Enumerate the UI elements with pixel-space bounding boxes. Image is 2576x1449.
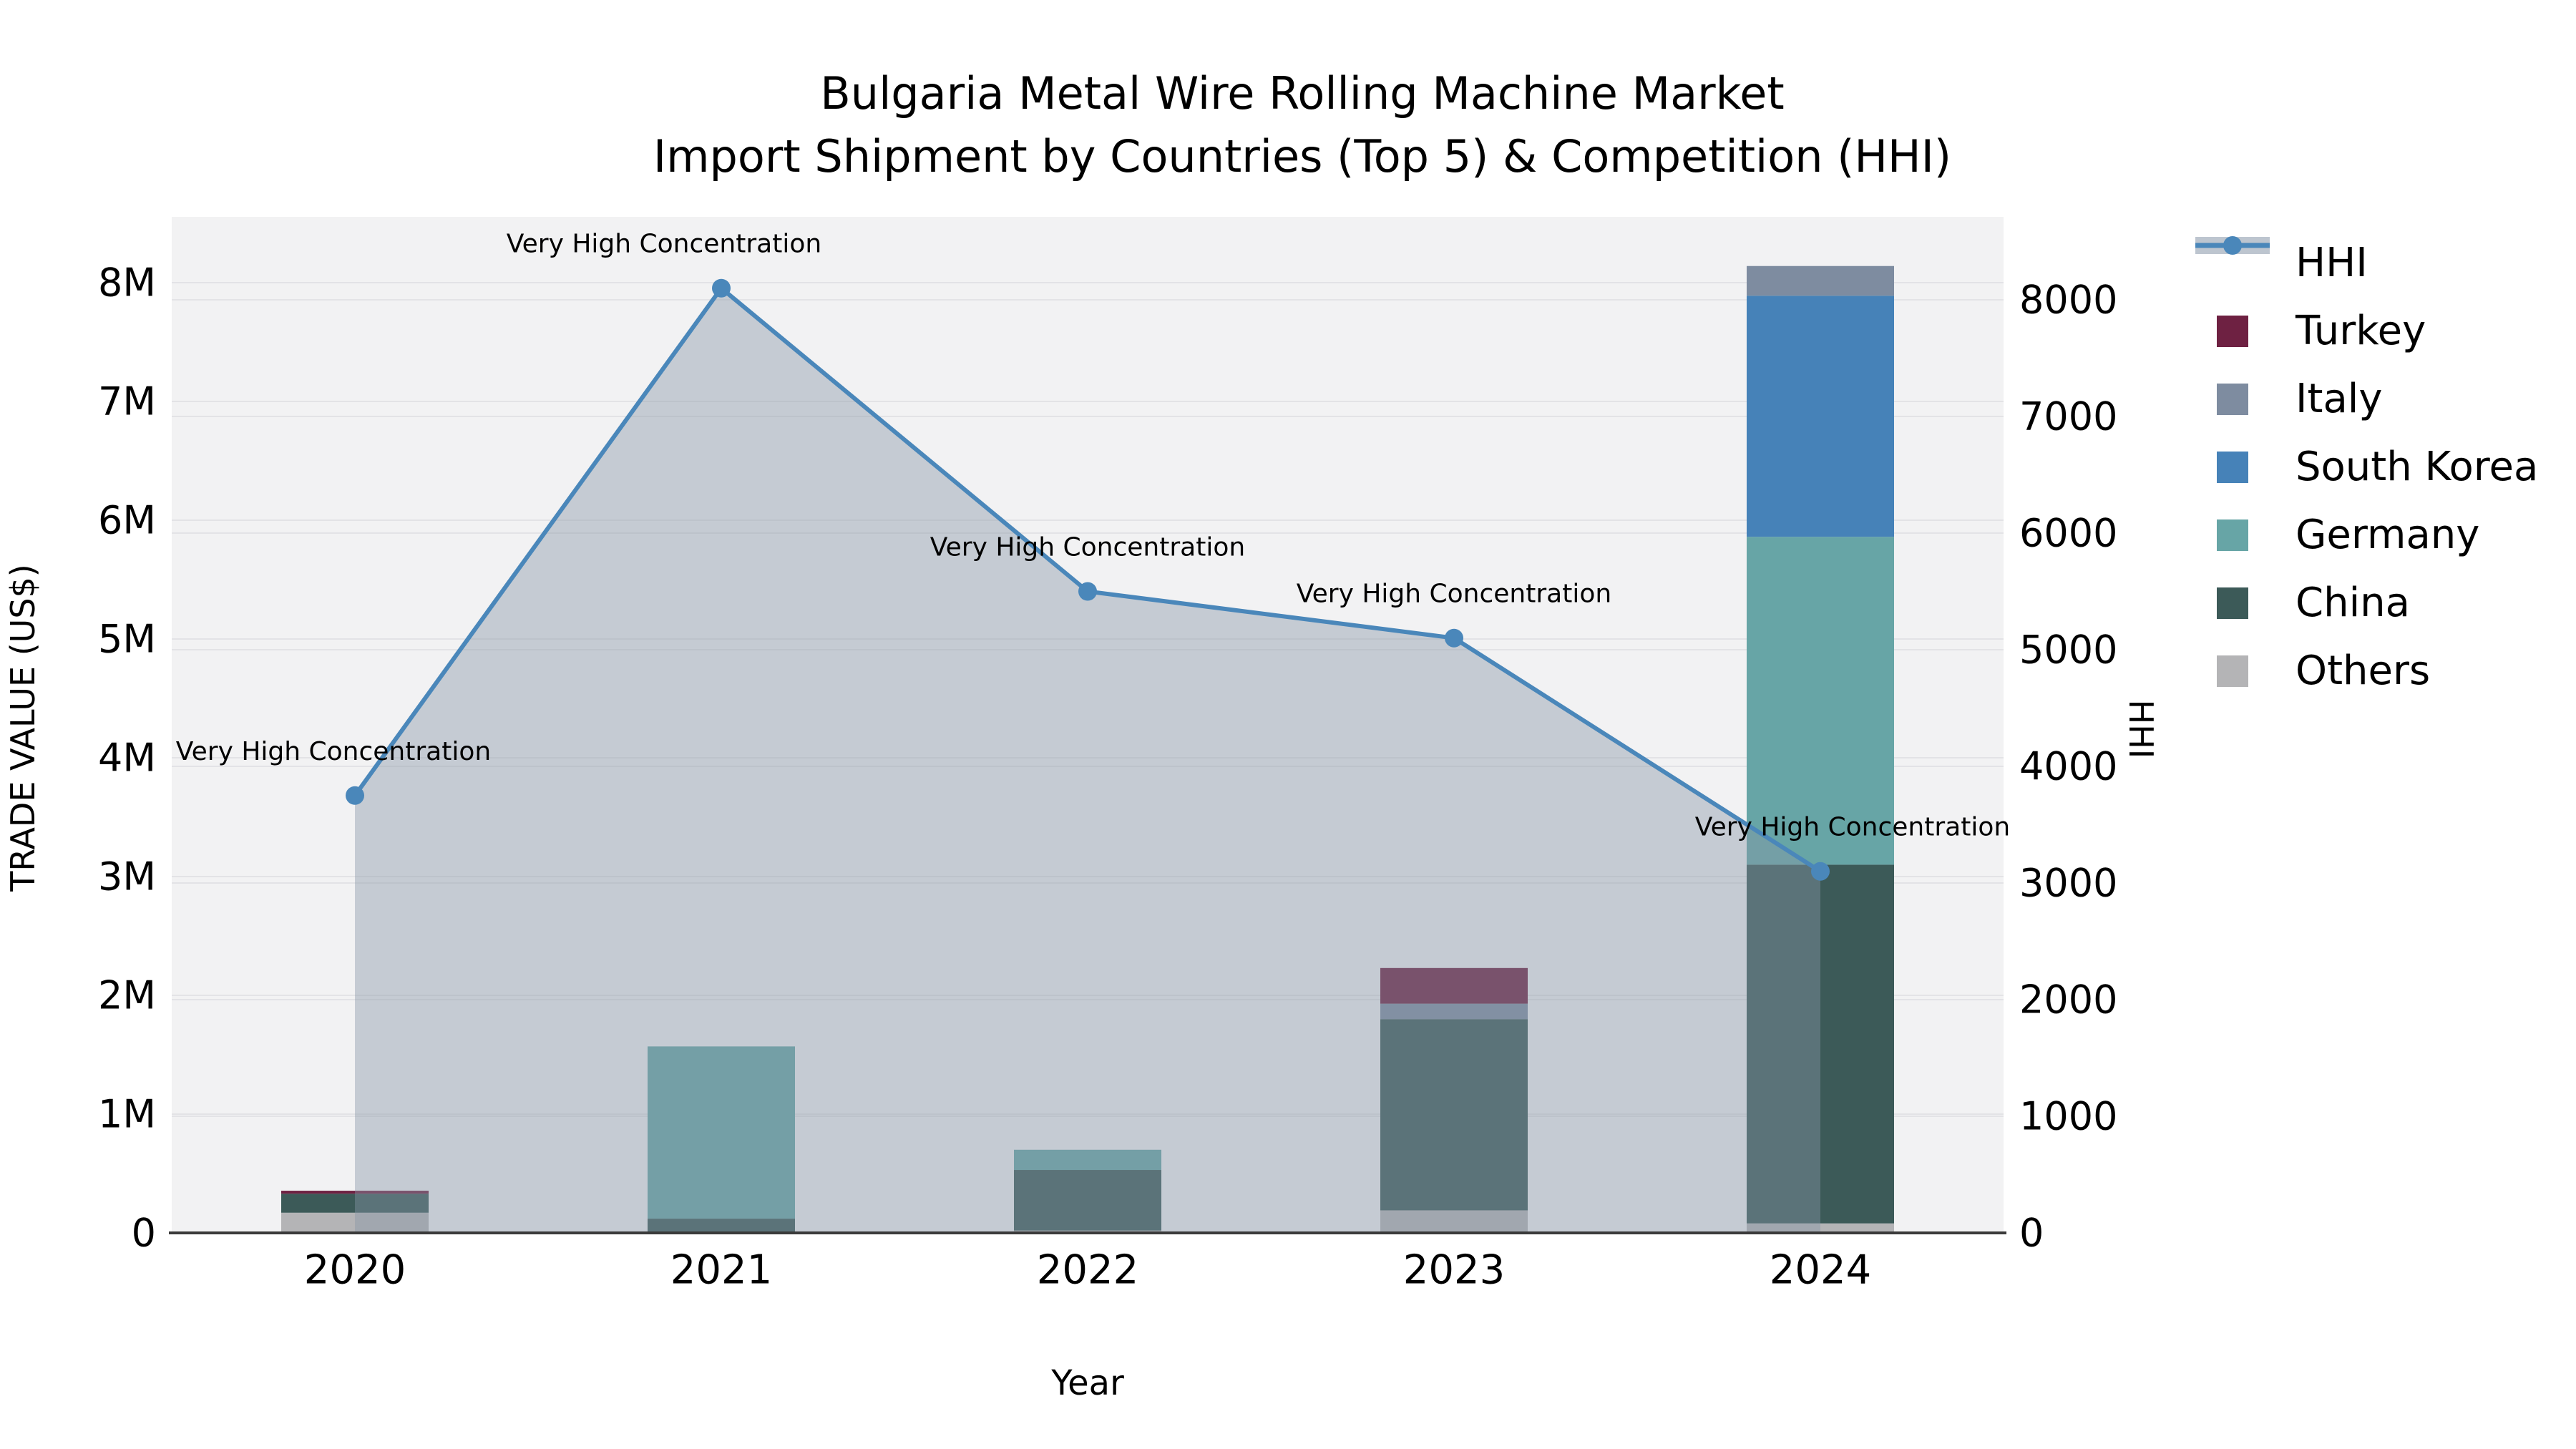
- bar-segment-others-2024: [1747, 1223, 1894, 1233]
- bar-segment-germany-2024: [1747, 537, 1894, 865]
- right-axis-tick: 8000: [2019, 278, 2117, 323]
- legend-label: China: [2296, 580, 2410, 626]
- x-axis-tick: 2023: [1403, 1247, 1506, 1294]
- south-korea-swatch-icon: [2195, 451, 2270, 483]
- plot-area: [172, 217, 2004, 1233]
- hhi-marker-2022: [1078, 582, 1097, 601]
- legend-item-others: Others: [2195, 637, 2538, 705]
- bar-segment-china-2021: [648, 1219, 795, 1233]
- bar-segment-italy-2023: [1380, 1003, 1528, 1020]
- legend-item-south-korea: South Korea: [2195, 433, 2538, 501]
- left-axis-tick: 7M: [98, 379, 156, 424]
- bar-segment-china-2023: [1380, 1019, 1528, 1211]
- chart-title-line1: Bulgaria Metal Wire Rolling Machine Mark…: [820, 67, 1785, 119]
- chart-title-line2: Import Shipment by Countries (Top 5) & C…: [653, 130, 1952, 182]
- turkey-swatch-icon: [2195, 315, 2270, 347]
- x-axis-tick: 2021: [670, 1247, 773, 1294]
- hhi-marker-2020: [346, 786, 364, 805]
- germany-swatch-icon: [2195, 519, 2270, 551]
- legend: HHI Turkey Italy South Korea Germany China Oth…: [2195, 229, 2538, 705]
- right-axis-tick: 3000: [2019, 861, 2117, 906]
- bar-segment-italy-2024: [1747, 265, 1894, 296]
- annotation-label: Very High Concentration: [1297, 580, 1611, 609]
- bar-segment-south-korea-2024: [1747, 296, 1894, 537]
- china-swatch-icon: [2195, 587, 2270, 619]
- legend-label: Turkey: [2296, 308, 2426, 354]
- legend-item-china: China: [2195, 569, 2538, 637]
- legend-label: HHI: [2296, 240, 2368, 286]
- legend-item-turkey: Turkey: [2195, 297, 2538, 365]
- legend-label: South Korea: [2296, 444, 2539, 490]
- bar-segment-turkey-2023: [1380, 967, 1528, 1004]
- bar-segment-turkey-2020: [281, 1191, 429, 1194]
- left-axis-tick: 8M: [98, 260, 156, 306]
- right-axis-tick: 0: [2019, 1211, 2044, 1256]
- bar-segment-china-2020: [281, 1194, 429, 1213]
- hhi-area-fill: [355, 288, 1820, 1234]
- annotation-label: Very High Concentration: [930, 533, 1245, 562]
- right-axis-tick: 7000: [2019, 394, 2117, 439]
- italy-swatch-icon: [2195, 383, 2270, 415]
- left-axis-tick: 1M: [98, 1092, 156, 1137]
- right-axis-tick: 4000: [2019, 744, 2117, 789]
- x-axis-tick: 2022: [1037, 1247, 1139, 1294]
- bar-segment-others-2023: [1380, 1210, 1528, 1233]
- right-axis-tick: 5000: [2019, 628, 2117, 673]
- legend-label: Italy: [2296, 376, 2383, 422]
- x-axis-tick: 2020: [304, 1247, 406, 1294]
- bar-segment-china-2022: [1014, 1170, 1161, 1231]
- left-axis-tick: 6M: [98, 498, 156, 543]
- right-axis-tick: 1000: [2019, 1094, 2117, 1139]
- bar-segment-others-2020: [281, 1212, 429, 1233]
- bar-segment-germany-2021: [648, 1046, 795, 1219]
- left-axis-tick: 0: [132, 1211, 156, 1256]
- legend-item-germany: Germany: [2195, 501, 2538, 569]
- x-axis-title: Year: [1051, 1363, 1124, 1403]
- hhi-marker-2024: [1811, 862, 1830, 881]
- x-axis-tick: 2024: [1770, 1247, 1872, 1294]
- legend-label: Germany: [2296, 512, 2480, 558]
- annotation-label: Very High Concentration: [507, 230, 821, 259]
- others-swatch-icon: [2195, 655, 2270, 687]
- right-axis-tick: 6000: [2019, 511, 2117, 556]
- left-axis-tick: 2M: [98, 973, 156, 1018]
- left-axis-tick: 3M: [98, 854, 156, 899]
- legend-label: Others: [2296, 648, 2431, 694]
- right-axis-tick: 2000: [2019, 977, 2117, 1023]
- bar-segment-china-2024: [1747, 864, 1894, 1224]
- legend-item-hhi: HHI: [2195, 229, 2538, 297]
- hhi-marker-2021: [712, 278, 731, 298]
- annotation-label: Very High Concentration: [176, 737, 491, 766]
- hhi-marker-2023: [1445, 628, 1463, 648]
- annotation-label: Very High Concentration: [1695, 813, 2010, 842]
- left-axis-tick: 4M: [98, 736, 156, 781]
- bar-segment-germany-2022: [1014, 1149, 1161, 1171]
- left-axis-title: TRADE VALUE (US$): [4, 564, 42, 892]
- legend-item-italy: Italy: [2195, 365, 2538, 433]
- left-axis-tick: 5M: [98, 617, 156, 662]
- right-axis-title: HHI: [2122, 699, 2160, 759]
